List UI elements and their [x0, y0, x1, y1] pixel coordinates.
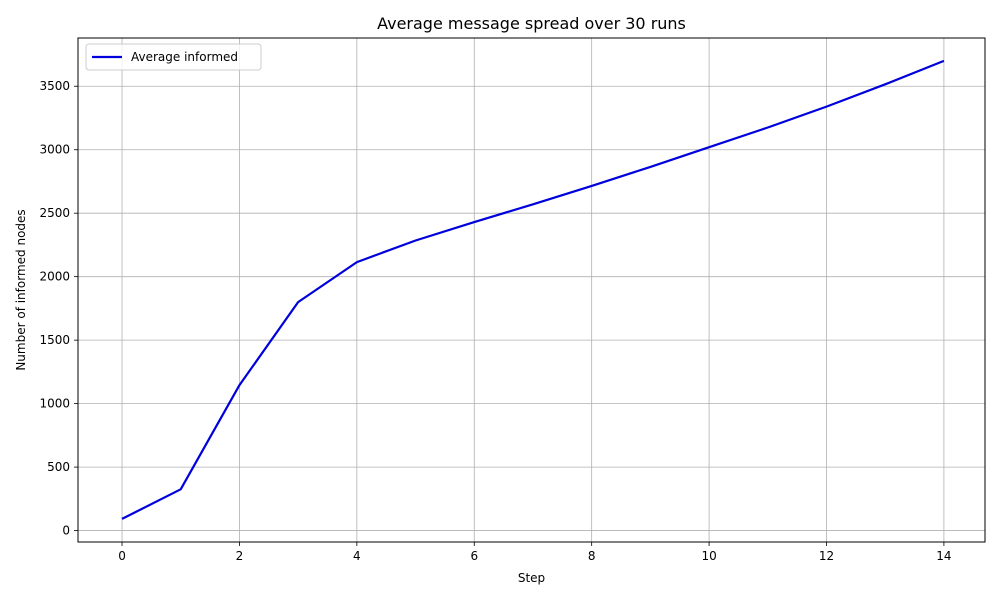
legend-entry-average-informed: Average informed [131, 50, 238, 64]
series-line-average-informed [121, 59, 945, 520]
x-tick-label: 10 [701, 549, 716, 563]
legend-box [85, 43, 262, 71]
y-tick-label: 500 [47, 460, 70, 474]
x-axis-label: Step [518, 571, 545, 585]
x-tick-label: 6 [470, 549, 478, 563]
plot-frame [77, 37, 986, 543]
x-tick-label: 2 [236, 549, 244, 563]
y-tick-label: 0 [62, 524, 70, 538]
y-axis-label: Number of informed nodes [14, 209, 28, 370]
x-tick-label: 8 [588, 549, 596, 563]
chart-title: Average message spread over 30 runs [377, 14, 686, 33]
x-tick-label: 12 [819, 549, 834, 563]
y-tick-label: 3500 [39, 79, 70, 93]
y-tick-label: 3000 [39, 143, 70, 157]
y-tick-label: 2500 [39, 206, 70, 220]
x-tick-label: 4 [353, 549, 361, 563]
x-tick-label: 14 [936, 549, 951, 563]
x-tick-label: 0 [118, 549, 126, 563]
y-tick-label: 2000 [39, 270, 70, 284]
legend: Average informed [85, 43, 262, 71]
y-tick-label: 1000 [39, 397, 70, 411]
grid [78, 38, 985, 542]
x-axis-ticks: 0 2 4 6 8 10 12 14 [118, 542, 952, 563]
y-tick-label: 1500 [39, 333, 70, 347]
series-layer [121, 59, 945, 520]
y-axis-ticks: 0 500 1000 1500 2000 2500 3000 3500 [39, 79, 78, 538]
